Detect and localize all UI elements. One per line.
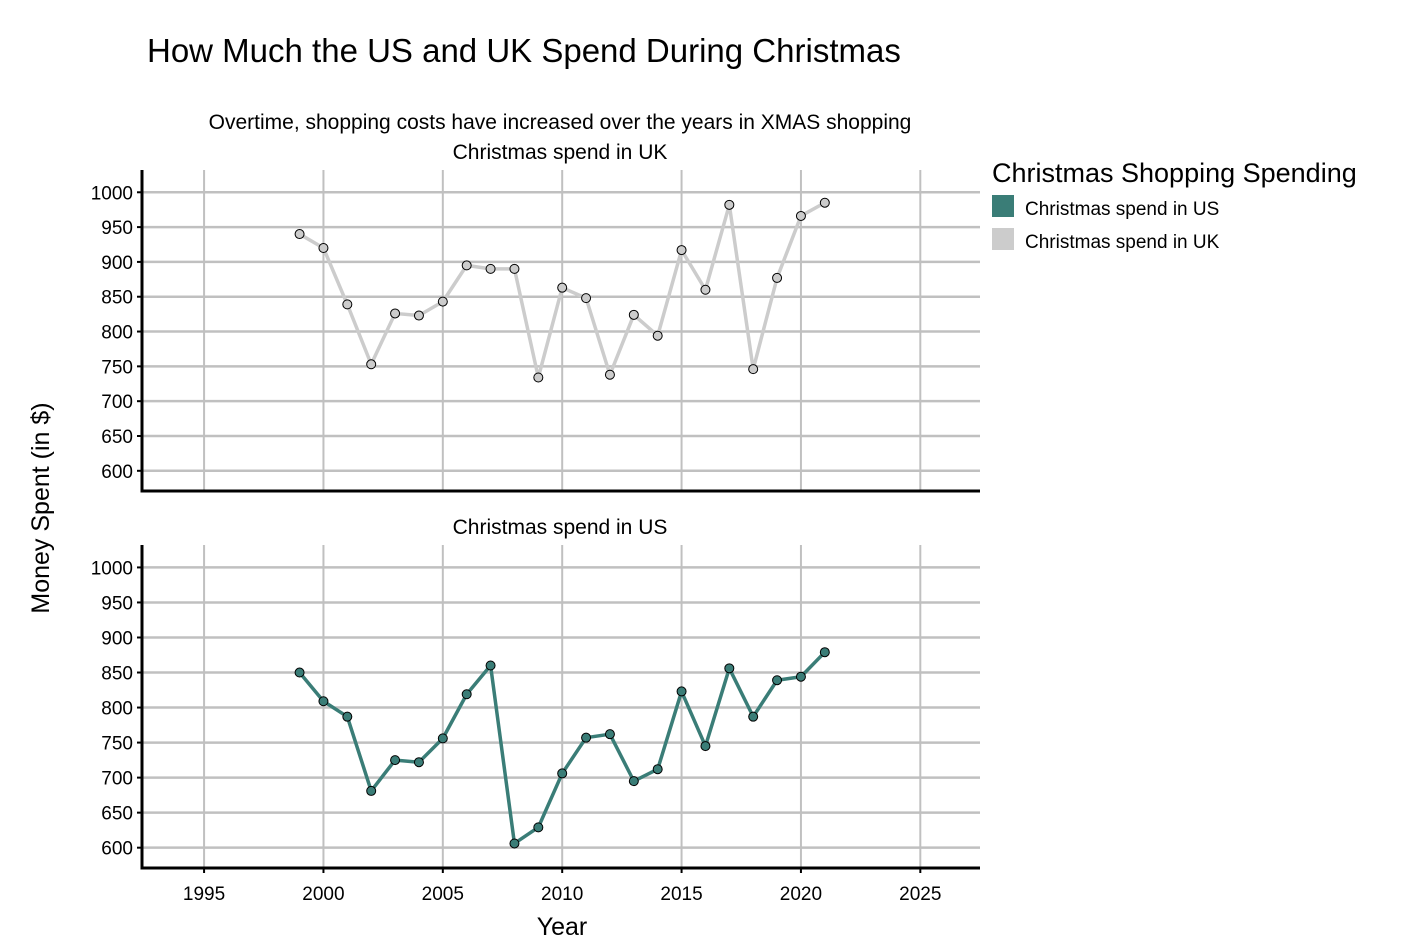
data-point: [342, 711, 353, 722]
y-tick-label: 600: [101, 462, 133, 483]
legend-swatch-uk: [992, 228, 1014, 250]
data-point: [461, 260, 472, 271]
y-tick-label: 700: [101, 769, 133, 790]
y-axis-label: Money Spent (in $): [27, 402, 55, 613]
data-point: [652, 330, 663, 341]
data-point: [509, 838, 520, 849]
legend-title: Christmas Shopping Spending: [992, 158, 1357, 188]
chart-title: How Much the US and UK Spend During Chri…: [147, 32, 901, 69]
y-tick-label: 650: [101, 804, 133, 825]
x-tick-label: 2020: [780, 884, 822, 905]
data-point: [390, 308, 401, 319]
data-point: [581, 293, 592, 304]
y-tick-label: 700: [101, 392, 133, 413]
data-point: [437, 296, 448, 307]
data-point: [748, 364, 759, 375]
data-point: [676, 686, 687, 697]
data-point: [819, 197, 830, 208]
y-tick-label: 900: [101, 253, 133, 274]
y-tick-label: 750: [101, 357, 133, 378]
data-point: [294, 229, 305, 240]
data-point: [700, 284, 711, 295]
data-point: [724, 199, 735, 210]
data-point: [724, 663, 735, 674]
data-point: [652, 764, 663, 775]
y-tick-label: 950: [101, 218, 133, 239]
chart-subtitle: Overtime, shopping costs have increased …: [209, 111, 912, 134]
y-tick-label: 800: [101, 699, 133, 720]
x-tick-label: 2015: [660, 884, 702, 905]
legend-swatch-us: [992, 195, 1014, 217]
data-point: [748, 711, 759, 722]
data-point: [533, 822, 544, 833]
data-point: [366, 359, 377, 370]
data-point: [628, 776, 639, 787]
x-tick-label: 2010: [541, 884, 583, 905]
x-axis-label: Year: [537, 913, 588, 941]
data-point: [413, 310, 424, 321]
y-tick-label: 800: [101, 323, 133, 344]
y-tick-label: 850: [101, 664, 133, 685]
x-tick-label: 2025: [899, 884, 941, 905]
data-point: [485, 660, 496, 671]
panel-title: Christmas spend in US: [453, 516, 668, 539]
data-point: [700, 741, 711, 752]
data-point: [557, 282, 568, 293]
y-tick-label: 650: [101, 427, 133, 448]
panel-us: Christmas spend in US 600 650 700 750 800 850 9…: [91, 516, 980, 905]
data-point: [795, 671, 806, 682]
data-point: [390, 755, 401, 766]
data-point: [628, 309, 639, 320]
legend: Christmas Shopping Spending Christmas sp…: [992, 158, 1357, 253]
data-point: [366, 785, 377, 796]
y-tick-label: 750: [101, 734, 133, 755]
data-point: [795, 210, 806, 221]
data-point: [533, 372, 544, 383]
y-tick-label: 1000: [91, 183, 133, 204]
data-point: [676, 245, 687, 256]
data-point: [509, 263, 520, 274]
y-tick-label: 1000: [91, 558, 133, 579]
data-point: [604, 369, 615, 380]
legend-label-uk: Christmas spend in UK: [1025, 232, 1220, 253]
data-point: [581, 732, 592, 743]
y-tick-label: 600: [101, 839, 133, 860]
x-tick-label: 2005: [422, 884, 464, 905]
data-point: [437, 733, 448, 744]
data-point: [819, 647, 830, 658]
x-tick-label: 2000: [302, 884, 344, 905]
data-point: [342, 299, 353, 310]
data-point: [604, 729, 615, 740]
data-point: [294, 667, 305, 678]
y-tick-label: 950: [101, 593, 133, 614]
data-point: [485, 263, 496, 274]
legend-label-us: Christmas spend in US: [1025, 199, 1219, 220]
data-point: [461, 689, 472, 700]
data-point: [772, 272, 783, 283]
data-point: [318, 242, 329, 253]
data-point: [772, 675, 783, 686]
y-tick-label: 900: [101, 628, 133, 649]
data-point: [557, 768, 568, 779]
data-point: [413, 757, 424, 768]
y-tick-label: 850: [101, 288, 133, 309]
panel-uk: Christmas spend in UK 600 650 700 750 800 850 9…: [91, 141, 980, 493]
x-tick-label: 1995: [183, 884, 225, 905]
data-point: [318, 696, 329, 707]
panel-title: Christmas spend in UK: [453, 141, 668, 164]
